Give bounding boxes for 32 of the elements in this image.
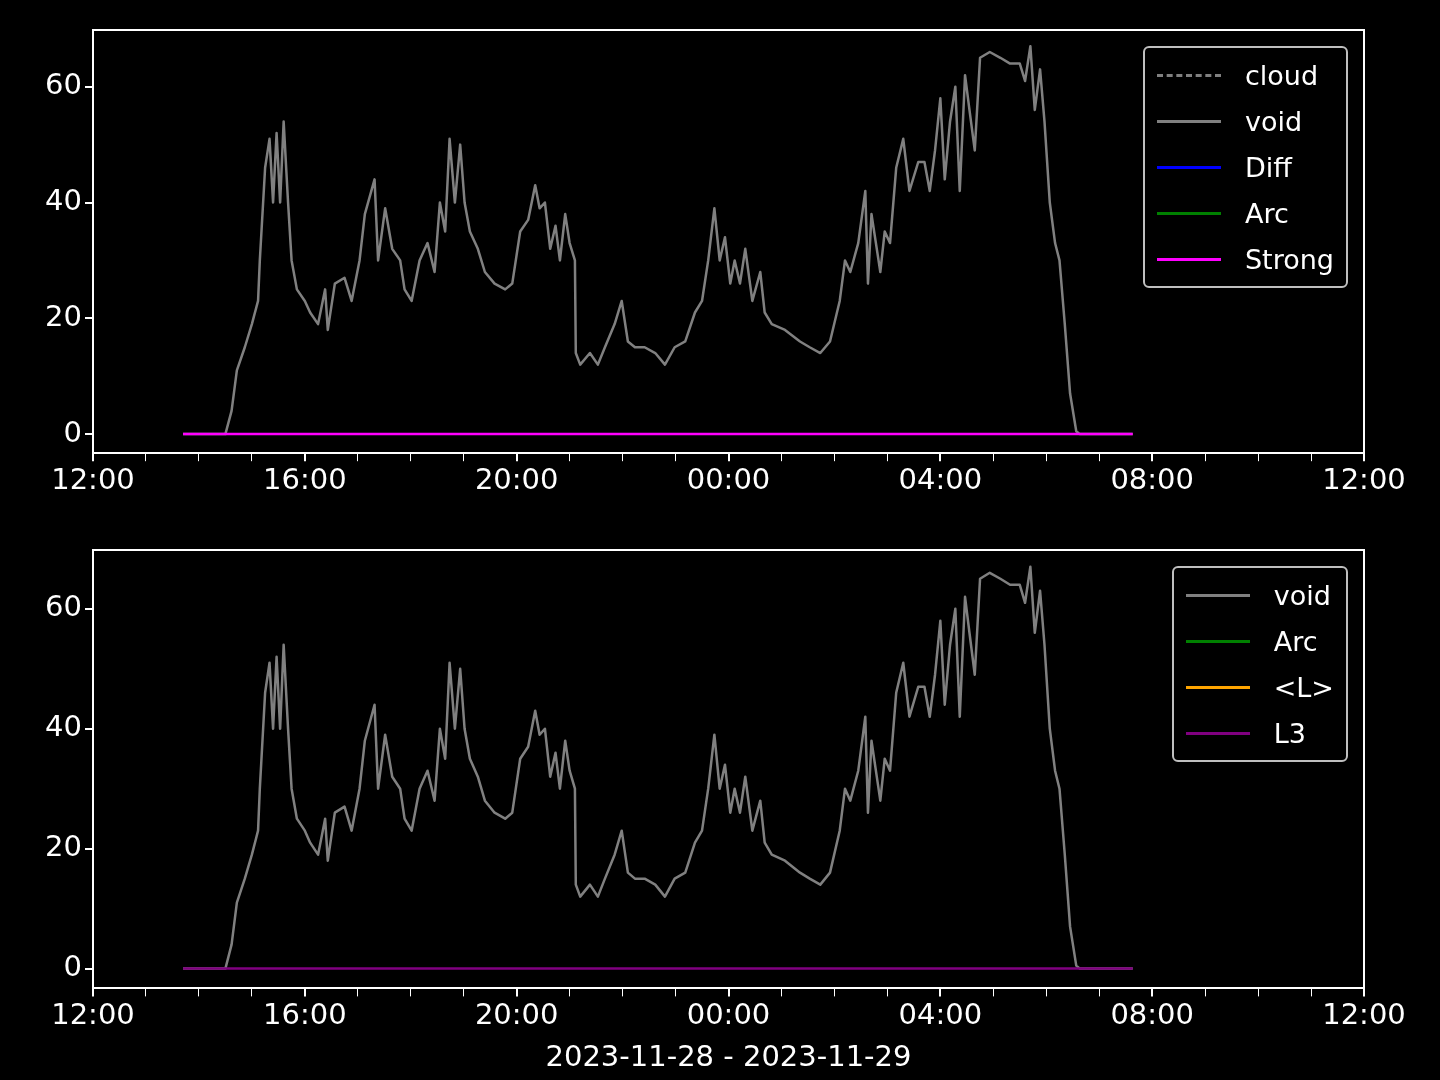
x-tick-label: 12:00 bbox=[1322, 997, 1406, 1032]
x-tick-label: 12:00 bbox=[51, 462, 135, 497]
legend-label: void bbox=[1273, 579, 1331, 611]
x-tick-label: 00:00 bbox=[686, 462, 771, 497]
y-tick-label: 60 bbox=[45, 67, 82, 102]
x-tick-label: 20:00 bbox=[474, 462, 559, 497]
legend-label: <L> bbox=[1273, 671, 1334, 703]
legend-label: cloud bbox=[1244, 59, 1319, 91]
x-tick-label: 20:00 bbox=[474, 997, 559, 1032]
y-tick-label: 0 bbox=[63, 414, 82, 449]
y-tick-label: 60 bbox=[45, 589, 82, 624]
x-tick-label: 12:00 bbox=[51, 997, 135, 1032]
legend-label: Diff bbox=[1244, 151, 1292, 183]
x-tick-label: 04:00 bbox=[898, 997, 983, 1032]
x-tick-label: 08:00 bbox=[1110, 997, 1194, 1032]
y-tick-label: 40 bbox=[45, 183, 82, 218]
y-tick-label: 20 bbox=[45, 829, 82, 864]
legend-label: Strong bbox=[1244, 243, 1334, 275]
y-tick-label: 40 bbox=[45, 709, 82, 744]
x-tick-label: 16:00 bbox=[263, 997, 347, 1032]
x-tick-label: 04:00 bbox=[898, 462, 983, 497]
y-tick-label: 20 bbox=[45, 298, 82, 333]
x-tick-label: 16:00 bbox=[263, 462, 347, 497]
legend-label: Arc bbox=[1273, 625, 1318, 657]
y-tick-label: 0 bbox=[63, 949, 82, 984]
x-tick-label: 12:00 bbox=[1322, 462, 1406, 497]
legend-label: void bbox=[1244, 105, 1303, 137]
x-axis-title: 2023-11-28 - 2023-11-29 bbox=[545, 1039, 912, 1074]
legend-label: L3 bbox=[1273, 717, 1306, 749]
legend-label: Arc bbox=[1244, 197, 1289, 229]
x-tick-label: 08:00 bbox=[1110, 462, 1194, 497]
x-tick-label: 00:00 bbox=[686, 997, 771, 1032]
